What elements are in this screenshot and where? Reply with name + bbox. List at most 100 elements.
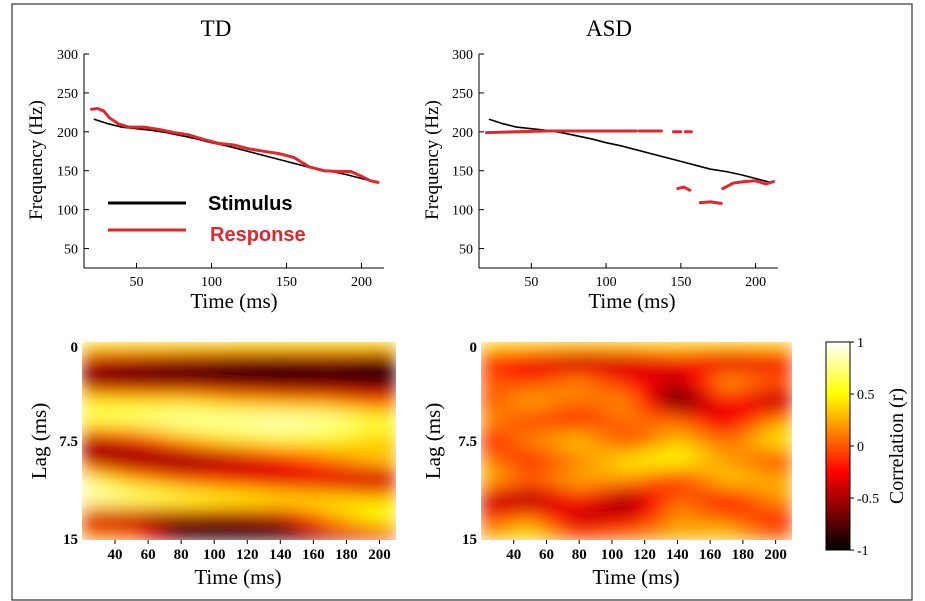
td-heatmap-cell bbox=[379, 394, 389, 402]
asd-heatmap-cell bbox=[566, 460, 575, 468]
asd-heatmap-cell bbox=[573, 348, 583, 356]
td-heatmap-cell bbox=[309, 414, 318, 422]
asd-heatmap-cell bbox=[721, 348, 731, 356]
asd-heatmap-cell bbox=[581, 374, 591, 383]
asd-heatmap-cell bbox=[737, 367, 746, 376]
td-heatmap-cell bbox=[175, 342, 185, 350]
asd-heatmap-cell bbox=[534, 367, 544, 376]
td-heatmap-cell bbox=[199, 532, 209, 540]
asd-heatmap-cell bbox=[698, 342, 707, 350]
td-heatmap-cell bbox=[112, 513, 122, 521]
td-heatmap-cell bbox=[167, 427, 177, 435]
td-heatmap-cell bbox=[191, 381, 201, 389]
asd-heatmap-cell bbox=[713, 394, 723, 402]
td-heatmap-cell bbox=[262, 473, 271, 482]
td-heatmap-cell bbox=[128, 480, 138, 488]
td-heatmap-cell bbox=[262, 526, 271, 534]
td-heatmap-cell bbox=[97, 427, 107, 435]
td-heatmap-cell bbox=[167, 513, 177, 521]
asd-heatmap-cell bbox=[667, 513, 676, 521]
asd-heatmap-cell bbox=[713, 466, 723, 475]
asd-heatmap-cell bbox=[768, 361, 777, 369]
td-heatmap-cell bbox=[230, 466, 240, 475]
td-heatmap-cell bbox=[348, 499, 358, 508]
td-heatmap-cell bbox=[97, 493, 107, 501]
td-heatmap-cell bbox=[214, 466, 224, 475]
asd-heatmap-cell bbox=[558, 519, 568, 528]
asd-heatmap-cell bbox=[534, 447, 544, 455]
asd-heatmap-cell bbox=[682, 519, 692, 528]
asd-heatmap-cell bbox=[651, 480, 661, 488]
td-heatmap-cell bbox=[214, 361, 224, 369]
asd-heatmap-y-tick-label: 0 bbox=[470, 340, 478, 356]
td-heatmap-cell bbox=[309, 407, 318, 416]
asd-heatmap-cell bbox=[620, 374, 630, 383]
td-heatmap-cell bbox=[89, 348, 99, 356]
td-heatmap-cell bbox=[222, 387, 232, 396]
asd-heatmap-cell bbox=[752, 361, 762, 369]
td-heatmap-cell bbox=[269, 342, 279, 350]
asd-heatmap-cell bbox=[534, 374, 544, 383]
td-heatmap-cell bbox=[332, 354, 342, 363]
td-heatmap-cell bbox=[128, 387, 138, 396]
td-heatmap-cell bbox=[144, 427, 154, 435]
asd-heatmap-cell bbox=[643, 506, 653, 515]
asd-heatmap-cell bbox=[589, 387, 599, 396]
td-heatmap-cell bbox=[364, 354, 373, 363]
td-heatmap-cell bbox=[160, 414, 169, 422]
td-heatmap-cell bbox=[340, 460, 350, 468]
td-heatmap-cell bbox=[269, 414, 279, 422]
asd-heatmap-cell bbox=[659, 519, 669, 528]
td-heatmap-cell bbox=[175, 466, 185, 475]
asd-heatmap-cell bbox=[612, 513, 622, 521]
asd-heatmap-cell bbox=[581, 440, 591, 449]
asd-heatmap-cell bbox=[519, 440, 529, 449]
td-heatmap-cell bbox=[230, 506, 240, 515]
asd-heatmap-cell bbox=[744, 342, 754, 350]
td-heatmap-cell bbox=[293, 473, 303, 482]
asd-heatmap-cell bbox=[620, 506, 630, 515]
td-heatmap-cell bbox=[371, 414, 381, 422]
td-x-ticks: 50 100 150 200 bbox=[130, 263, 372, 290]
asd-heatmap-cell bbox=[534, 400, 544, 409]
asd-heatmap-cell bbox=[519, 506, 529, 515]
td-heatmap-cell bbox=[238, 361, 248, 369]
asd-heatmap-cell bbox=[503, 486, 513, 495]
asd-heatmap-cell bbox=[542, 486, 552, 495]
td-heatmap-x-tick-label: 160 bbox=[302, 547, 325, 563]
asd-heatmap-cell bbox=[581, 361, 591, 369]
asd-heatmap-cell bbox=[558, 400, 568, 409]
asd-heatmap-cell bbox=[503, 433, 513, 442]
asd-heatmap-cell bbox=[775, 420, 785, 429]
asd-heatmap-cell bbox=[597, 342, 606, 350]
asd-heatmap-cell bbox=[519, 394, 529, 402]
asd-heatmap-cell bbox=[674, 354, 684, 363]
asd-heatmap-cell bbox=[744, 414, 754, 422]
asd-heatmap-cell bbox=[581, 447, 591, 455]
td-heatmap-cell bbox=[356, 440, 366, 449]
asd-heatmap-cell bbox=[542, 460, 552, 468]
asd-heatmap-cell bbox=[534, 407, 544, 416]
asd-heatmap-cell bbox=[628, 532, 638, 540]
asd-heatmap-cell bbox=[737, 387, 746, 396]
td-heatmap-cell bbox=[144, 460, 154, 468]
td-heatmap-cell bbox=[332, 427, 342, 435]
asd-heatmap-cell bbox=[636, 480, 645, 488]
td-heatmap-cell bbox=[293, 427, 303, 435]
asd-heatmap-cell bbox=[768, 447, 777, 455]
td-heatmap-cell bbox=[105, 387, 114, 396]
asd-heatmap-cell bbox=[713, 519, 723, 528]
td-x-tick-label: 50 bbox=[130, 275, 144, 290]
asd-heatmap-cell bbox=[519, 374, 529, 383]
td-heatmap-cell bbox=[269, 374, 279, 383]
asd-heatmap-cell bbox=[775, 519, 785, 528]
asd-heatmap-cell bbox=[589, 473, 599, 482]
td-heatmap-cell bbox=[277, 473, 287, 482]
td-heatmap-cell bbox=[128, 361, 138, 369]
asd-heatmap-cell bbox=[542, 440, 552, 449]
asd-heatmap-cell bbox=[612, 394, 622, 402]
asd-heatmap-cell bbox=[737, 486, 746, 495]
td-heatmap-cell bbox=[214, 414, 224, 422]
asd-heatmap-cell bbox=[534, 513, 544, 521]
td-heatmap-cell bbox=[348, 513, 358, 521]
